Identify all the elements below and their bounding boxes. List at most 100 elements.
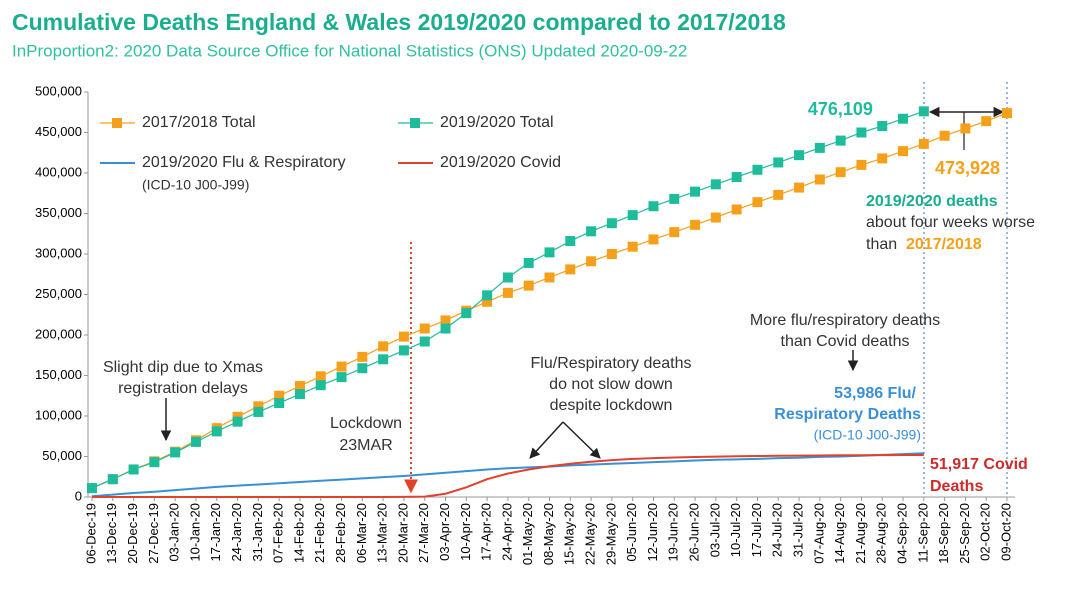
data-point [544, 247, 555, 258]
x-tick-label: 31-Jul-20 [790, 503, 805, 557]
x-tick-label: 17-Jan-20 [208, 503, 223, 562]
data-point [606, 218, 617, 229]
x-tick-label: 26-Jun-20 [687, 503, 702, 562]
data-point [773, 189, 784, 200]
y-tick-label: 500,000 [35, 83, 82, 98]
x-tick-label: 28-Aug-20 [874, 503, 889, 564]
x-tick-label: 21-Aug-20 [853, 503, 868, 564]
x-tick-label: 10-Jan-20 [187, 503, 202, 562]
x-tick-label: 14-Feb-20 [291, 503, 306, 563]
annotation: than [866, 236, 897, 253]
data-point [606, 249, 617, 259]
data-point [107, 474, 118, 485]
y-tick-label: 400,000 [35, 164, 82, 179]
data-point [731, 204, 742, 215]
x-tick-label: 04-Sep-20 [894, 503, 909, 564]
legend-marker [410, 118, 420, 128]
series-line [92, 453, 924, 498]
data-point [336, 361, 347, 372]
x-tick-label: 24-Jul-20 [770, 503, 785, 557]
data-point [149, 457, 160, 468]
data-point [274, 390, 285, 401]
data-point [898, 113, 909, 124]
data-point [981, 116, 992, 127]
annotation: 2017/2018 [906, 236, 982, 253]
data-point [502, 272, 513, 283]
y-tick-label: 200,000 [35, 326, 82, 341]
data-point [482, 290, 493, 301]
data-point [814, 174, 825, 185]
data-point [669, 227, 680, 238]
x-tick-label: 05-Jun-20 [624, 503, 639, 562]
x-tick-label: 06-Dec-19 [83, 503, 98, 564]
annotation: do not slow down [549, 376, 673, 393]
annotation: Respiratory Deaths [774, 406, 921, 423]
data-point [274, 398, 285, 409]
legend-label: 2019/2020 Flu & Respiratory [142, 154, 346, 171]
arrow [529, 421, 564, 459]
y-tick-label: 100,000 [35, 407, 82, 422]
y-tick-label: 450,000 [35, 124, 82, 139]
data-point [523, 280, 534, 291]
x-tick-label: 10-Apr-20 [458, 503, 473, 561]
y-tick-label: 350,000 [35, 205, 82, 220]
legend-marker [112, 118, 122, 128]
annotation: (ICD-10 J00-J99) [814, 427, 921, 443]
x-tick-label: 22-May-20 [583, 503, 598, 565]
x-tick-label: 11-Sep-20 [915, 503, 930, 563]
x-tick-label: 29-May-20 [603, 503, 618, 565]
data-point [357, 351, 368, 362]
x-tick-label: 03-Apr-20 [437, 503, 452, 561]
annotation: Flu/Respiratory deaths [531, 355, 692, 372]
x-tick-label: 03-Jul-20 [707, 503, 722, 557]
data-point [502, 287, 513, 298]
data-point [918, 106, 929, 117]
annotation: 51,917 Covid [930, 456, 1028, 473]
data-point [710, 179, 721, 190]
data-point [357, 363, 368, 374]
x-tick-label: 20-Dec-19 [125, 503, 140, 564]
x-tick-label: 27-Dec-19 [146, 503, 161, 564]
series-line [91, 452, 924, 498]
data-point [648, 201, 659, 212]
data-point [960, 123, 971, 134]
data-point [565, 236, 576, 247]
data-point [190, 436, 201, 447]
data-point [440, 323, 451, 334]
data-point [482, 296, 493, 307]
data-point [1002, 108, 1012, 119]
x-tick-label: 24-Apr-20 [499, 503, 514, 561]
data-point [398, 345, 409, 356]
data-point [690, 219, 701, 230]
x-tick-label: 20-Mar-20 [395, 503, 410, 563]
data-point [877, 153, 888, 164]
data-point [253, 401, 264, 412]
data-point [731, 172, 742, 183]
x-tick-label: 27-Mar-20 [416, 503, 431, 563]
annotation: about four weeks worse [866, 214, 1035, 231]
x-tick-label: 03-Jan-20 [167, 503, 182, 562]
legend-label: 2017/2018 Total [142, 114, 256, 131]
x-tick-label: 17-Apr-20 [479, 503, 494, 561]
x-tick-label: 13-Dec-19 [104, 503, 119, 564]
data-point [939, 130, 950, 141]
data-point [378, 354, 389, 365]
x-tick-label: 25-Sep-20 [957, 503, 972, 564]
x-tick-label: 14-Aug-20 [832, 503, 847, 564]
x-tick-label: 28-Feb-20 [333, 503, 348, 563]
annotation: registration delays [118, 380, 248, 397]
data-point [440, 315, 451, 326]
data-point [544, 272, 555, 283]
data-point [565, 264, 576, 275]
data-point [87, 483, 97, 494]
data-point [378, 341, 389, 352]
data-point [232, 416, 243, 427]
data-point [211, 426, 222, 437]
annotation: Lockdown [330, 415, 402, 432]
x-tick-label: 21-Feb-20 [312, 503, 327, 563]
annotation: 53,986 Flu/ [834, 385, 916, 402]
data-point [669, 193, 680, 204]
value-label: 476,109 [808, 99, 873, 119]
data-point [710, 212, 721, 223]
x-tick-label: 07-Feb-20 [271, 503, 286, 563]
